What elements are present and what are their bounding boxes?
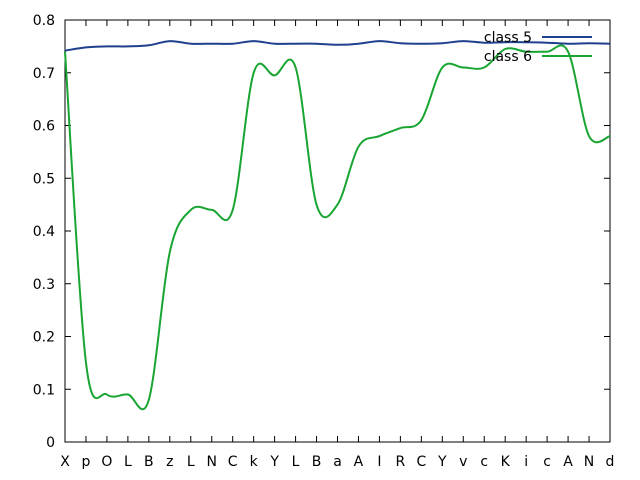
x-tick-label: p: [82, 454, 91, 470]
y-tick-label: 0.5: [33, 171, 55, 187]
y-tick-label: 0.1: [33, 382, 55, 398]
x-tick-label: K: [501, 454, 511, 470]
series-line-class-5: [64, 40, 611, 52]
x-tick-label: C: [416, 454, 426, 470]
x-tick-label: Y: [437, 454, 447, 470]
x-tick-label: C: [228, 454, 238, 470]
y-tick-label: 0.4: [33, 224, 55, 240]
x-tick-label: L: [292, 454, 300, 470]
x-tick-label: c: [480, 454, 488, 470]
y-tick-label: 0.8: [33, 13, 55, 29]
x-tick-label: c: [543, 454, 551, 470]
legend: class 5 class 6: [484, 30, 592, 65]
y-tick-label: 0.6: [33, 119, 55, 135]
x-tick-label: A: [354, 454, 364, 470]
x-tick-label: X: [60, 454, 70, 470]
x-tick-label: L: [187, 454, 195, 470]
x-tick-label: R: [396, 454, 406, 470]
x-tick-label: N: [206, 454, 216, 470]
x-tick-label: L: [124, 454, 132, 470]
x-tick-label: N: [584, 454, 594, 470]
x-tick-label: a: [333, 454, 342, 470]
legend-label-class-5: class 5: [484, 30, 532, 46]
x-tick-label: O: [101, 454, 112, 470]
x-tick-label: i: [524, 454, 528, 470]
series-line-class-6: [64, 44, 611, 411]
x-tick-label: B: [144, 454, 154, 470]
legend-label-class-6: class 6: [484, 49, 532, 65]
plot-area: [64, 19, 611, 443]
x-tick-label: B: [312, 454, 322, 470]
x-tick-label: d: [606, 454, 615, 470]
x-tick-label: k: [250, 454, 259, 470]
x-tick-label: Y: [269, 454, 279, 470]
x-tick-label: A: [563, 454, 573, 470]
y-tick-label: 0.3: [33, 277, 55, 293]
x-tick-label: z: [166, 454, 173, 470]
y-tick-label: 0.2: [33, 330, 55, 346]
y-tick-label: 0: [46, 435, 55, 451]
x-tick-label: v: [459, 454, 467, 470]
y-tick-label: 0.7: [33, 66, 55, 82]
x-tick-label: I: [377, 454, 381, 470]
